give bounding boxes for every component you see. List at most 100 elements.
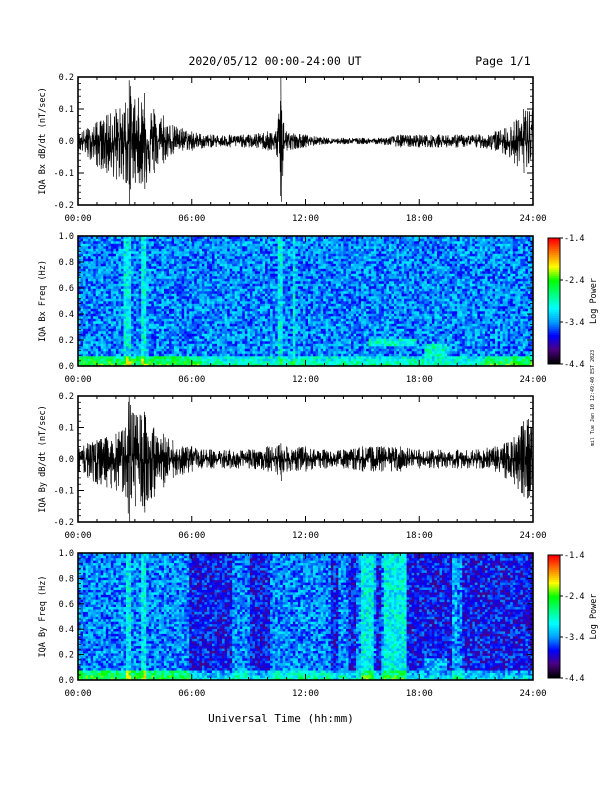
heat-cell [232, 308, 236, 312]
heat-cell [120, 271, 124, 274]
heat-cell [191, 261, 195, 264]
heat-cell [126, 236, 129, 239]
heat-cell [105, 333, 109, 337]
heat-cell [239, 338, 243, 342]
heat-cell [244, 363, 248, 366]
heat-cell [247, 266, 251, 269]
heat-cell [171, 328, 175, 332]
heat-cell [169, 331, 172, 334]
heat-cell [239, 361, 243, 364]
heat-cell [179, 346, 182, 349]
heat-cell [126, 321, 129, 324]
heat-cell [85, 338, 89, 342]
heat-cell [237, 298, 241, 302]
heat-cell [123, 296, 127, 299]
heat-cell [252, 273, 256, 277]
heat-cell [234, 301, 238, 304]
heat-cell [290, 356, 294, 359]
heat-cell [308, 363, 311, 366]
heat-cell [146, 256, 150, 259]
heat-cell [272, 266, 276, 269]
heat-cell [277, 338, 281, 342]
heat-cell [115, 296, 119, 299]
heat-cell [302, 341, 306, 344]
heat-cell [211, 333, 215, 337]
heat-cell [292, 363, 296, 366]
heat-cell [128, 321, 132, 324]
heat-cell [252, 363, 256, 366]
heat-cell [270, 346, 273, 349]
heat-cell [310, 336, 314, 339]
heat-cell [194, 256, 198, 259]
heat-cell [131, 308, 134, 312]
heat-cell [174, 298, 177, 302]
heat-cell [300, 263, 304, 267]
heat-cell [136, 328, 139, 332]
heat-cell [257, 298, 261, 302]
heat-cell [262, 326, 266, 329]
heat-cell [206, 361, 210, 364]
heat-cell [272, 323, 276, 327]
heat-cell [169, 268, 172, 272]
heat-cell [120, 303, 124, 307]
heat-cell [282, 321, 286, 324]
heat-cell [78, 258, 81, 262]
heat-cell [123, 351, 127, 354]
heat-cell [141, 338, 145, 342]
heat-cell [186, 273, 190, 277]
heat-cell [146, 351, 150, 354]
heat-cell [153, 301, 157, 304]
heat-cell [227, 348, 230, 352]
heat-cell [166, 278, 170, 282]
heat-cell [260, 288, 263, 292]
heat-cell [131, 268, 134, 272]
heat-cell [201, 363, 205, 366]
heat-cell [287, 301, 291, 304]
heat-cell [174, 276, 177, 279]
heat-cell [199, 311, 203, 314]
heat-cell [103, 273, 107, 277]
heat-cell [163, 236, 167, 239]
heat-cell [141, 268, 145, 272]
heat-cell [297, 278, 301, 282]
heat-cell [237, 328, 241, 332]
heat-cell [252, 301, 256, 304]
heat-cell [148, 363, 152, 366]
heat-cell [90, 333, 94, 337]
heat-cell [103, 261, 107, 264]
heat-cell [275, 291, 278, 294]
heat-cell [126, 331, 129, 334]
heat-cell [219, 323, 223, 327]
side-timestamp: mil Tue Jan 10 12:49:40 EST 2023 [590, 350, 596, 446]
heat-cell [292, 286, 296, 289]
heat-cell [217, 326, 220, 329]
heat-cell [151, 348, 155, 352]
heat-cell [141, 301, 145, 304]
heat-cell [219, 321, 223, 324]
heat-cell [98, 323, 102, 327]
heat-cell [244, 246, 248, 249]
heat-cell [184, 276, 187, 279]
heat-cell [297, 296, 301, 299]
heat-cell [189, 296, 193, 299]
heat-cell [174, 353, 177, 357]
heat-cell [277, 243, 281, 247]
heat-cell [249, 238, 253, 242]
heat-cell [196, 321, 200, 324]
heat-cell [237, 266, 241, 269]
heat-cell [295, 261, 299, 264]
heat-cell [237, 291, 241, 294]
heat-cell [249, 253, 253, 257]
heat-cell [295, 251, 299, 254]
heat-cell [201, 341, 205, 344]
heat-cell [290, 243, 294, 247]
heat-cell [247, 271, 251, 274]
heat-cell [209, 306, 213, 309]
heat-cell [143, 273, 147, 277]
heat-cell [204, 323, 208, 327]
heat-cell [179, 336, 182, 339]
heat-cell [209, 316, 213, 319]
heat-cell [95, 338, 99, 342]
heat-cell [313, 288, 316, 292]
heat-cell [211, 263, 215, 267]
